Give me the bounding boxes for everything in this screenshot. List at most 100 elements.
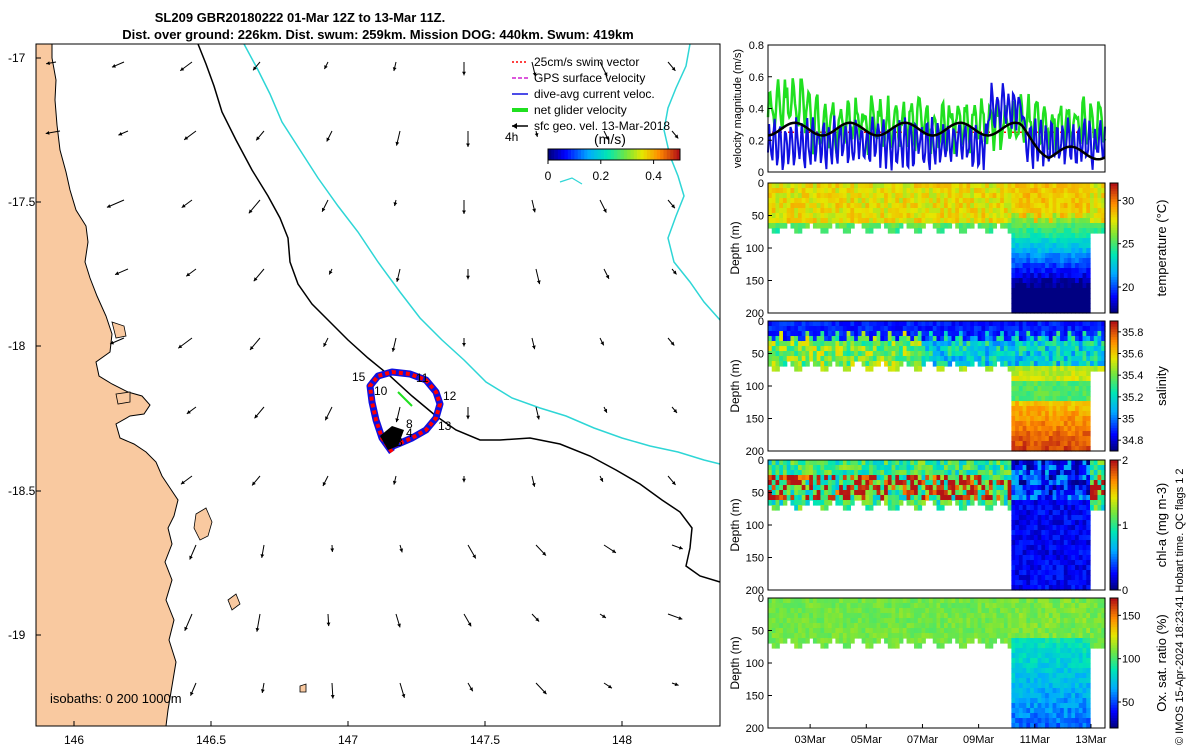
- section-cell: [1098, 485, 1102, 491]
- section-cell: [1034, 693, 1038, 699]
- section-cell: [1060, 530, 1064, 536]
- section-cell: [843, 643, 847, 649]
- section-cell: [873, 603, 877, 609]
- section-cell: [1011, 278, 1015, 284]
- section-cell: [1094, 356, 1098, 362]
- section-cell: [843, 633, 847, 639]
- section-cell: [1038, 505, 1042, 511]
- section-cell: [1026, 351, 1030, 357]
- section-cell: [1023, 643, 1027, 649]
- section-cell: [802, 460, 806, 466]
- section-cell: [809, 470, 813, 476]
- section-cell: [854, 326, 858, 332]
- section-cell: [884, 460, 888, 466]
- section-cell: [974, 208, 978, 214]
- section-cell: [1008, 618, 1012, 624]
- section-cell: [1041, 188, 1045, 194]
- section-cell: [1015, 633, 1019, 639]
- section-cell: [843, 203, 847, 209]
- section-cell: [1041, 203, 1045, 209]
- section-cell: [1079, 228, 1083, 234]
- section-cell: [862, 633, 866, 639]
- section-cell: [843, 208, 847, 214]
- section-cell: [959, 341, 963, 347]
- section-cell: [918, 485, 922, 491]
- section-cell: [1026, 638, 1030, 644]
- section-cell: [944, 618, 948, 624]
- section-cell: [1068, 391, 1072, 397]
- section-cell: [1098, 356, 1102, 362]
- section-cell: [966, 618, 970, 624]
- section-cell: [1049, 688, 1053, 694]
- section-cell: [989, 643, 993, 649]
- section-cell: [805, 213, 809, 219]
- section-cell: [798, 490, 802, 496]
- section-cell: [1060, 298, 1064, 304]
- section-cell: [1083, 371, 1087, 377]
- section-cell: [1015, 485, 1019, 491]
- section-cell: [1053, 253, 1057, 259]
- section-cell: [892, 366, 896, 372]
- section-cell: [914, 208, 918, 214]
- section-cell: [828, 326, 832, 332]
- section-cell: [847, 505, 851, 511]
- section-cell: [948, 223, 952, 229]
- section-cell: [966, 361, 970, 367]
- section-cell: [869, 193, 873, 199]
- section-cell: [790, 198, 794, 204]
- section-cell: [1083, 470, 1087, 476]
- section-cell: [794, 475, 798, 481]
- section-cell: [809, 193, 813, 199]
- section-cell: [1079, 288, 1083, 294]
- section-cell: [854, 203, 858, 209]
- section-cell: [802, 470, 806, 476]
- section-cell: [768, 603, 772, 609]
- section-cell: [869, 628, 873, 634]
- section-cell: [847, 485, 851, 491]
- section-cell: [899, 188, 903, 194]
- section-cell: [1015, 668, 1019, 674]
- section-cell: [1034, 198, 1038, 204]
- section-cell: [1086, 351, 1090, 357]
- section-cell: [985, 495, 989, 501]
- section-cell: [1041, 426, 1045, 432]
- section-cell: [1038, 298, 1042, 304]
- section-cell: [1064, 268, 1068, 274]
- section-cell: [817, 475, 821, 481]
- section-cell: [1060, 203, 1064, 209]
- section-cell: [1079, 298, 1083, 304]
- section-cell: [895, 623, 899, 629]
- section-cell: [783, 346, 787, 352]
- section-cell: [1019, 643, 1023, 649]
- section-cell: [933, 485, 937, 491]
- section-cell: [996, 475, 1000, 481]
- section-cell: [933, 321, 937, 327]
- section-cell: [914, 361, 918, 367]
- section-cell: [824, 618, 828, 624]
- section-cell: [970, 485, 974, 491]
- section-cell: [835, 223, 839, 229]
- section-cell: [892, 351, 896, 357]
- section-cell: [1068, 490, 1072, 496]
- section-cell: [1049, 633, 1053, 639]
- section-cell: [895, 321, 899, 327]
- section-cell: [1034, 288, 1038, 294]
- section-cell: [1026, 283, 1030, 289]
- section-cell: [1056, 613, 1060, 619]
- section-cell: [858, 603, 862, 609]
- section-cell: [768, 336, 772, 342]
- section-cell: [1049, 411, 1053, 417]
- section-cell: [1083, 500, 1087, 506]
- section-cell: [1086, 520, 1090, 526]
- section-cell: [1083, 331, 1087, 337]
- section-cell: [978, 470, 982, 476]
- section-cell: [873, 460, 877, 466]
- section-cell: [813, 485, 817, 491]
- section-cell: [1053, 268, 1057, 274]
- section-cell: [1053, 490, 1057, 496]
- section-cell: [1045, 183, 1049, 189]
- section-cell: [805, 331, 809, 337]
- section-cell: [790, 351, 794, 357]
- section-cell: [873, 608, 877, 614]
- section-cell: [1068, 401, 1072, 407]
